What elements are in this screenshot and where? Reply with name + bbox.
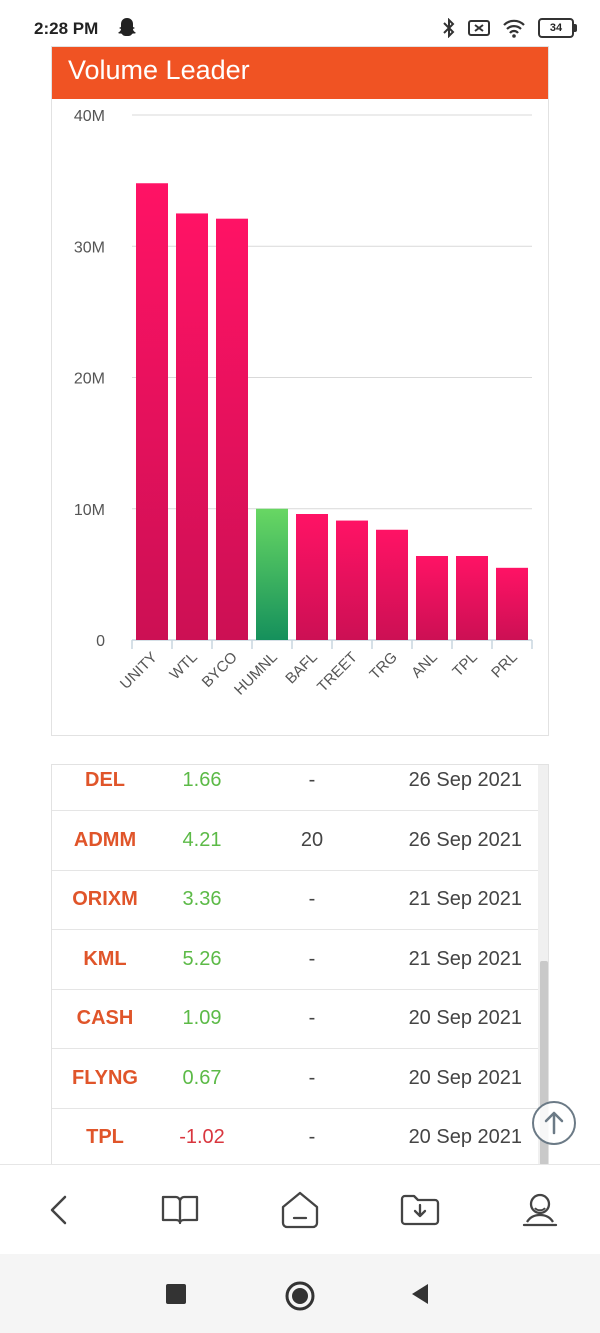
y-tick-label: 10M [74, 502, 105, 519]
dividend-cell: - [308, 769, 316, 791]
change-cell: 1.66 [182, 769, 222, 791]
bar-unity[interactable] [136, 183, 168, 640]
table-row[interactable]: CASH 1.09 - 20 Sep 2021 [52, 989, 538, 1049]
system-back-button[interactable] [406, 1280, 434, 1308]
dividend-cell: - [308, 888, 316, 910]
nav-book-button[interactable] [157, 1187, 203, 1233]
symbol-cell: DEL [85, 769, 125, 791]
table-row[interactable]: DEL 1.66 - 26 Sep 2021 [52, 765, 538, 811]
profile-icon [522, 1193, 558, 1227]
y-tick-label: 30M [74, 239, 105, 256]
y-tick-label: 40M [74, 108, 105, 125]
status-time: 2:28 PM [34, 19, 99, 38]
x-tick-label: TPL [449, 649, 480, 680]
y-tick-label: 20M [74, 371, 105, 388]
date-cell: 26 Sep 2021 [408, 828, 522, 851]
x-tick-label: UNITY [117, 649, 161, 693]
recents-button[interactable] [162, 1280, 190, 1308]
dividend-cell: - [308, 947, 316, 970]
symbol-cell: FLYNG [72, 1066, 138, 1089]
table-row[interactable]: ADMM 4.21 20 26 Sep 2021 [52, 811, 538, 871]
recents-square-icon [166, 1284, 186, 1304]
change-cell: 3.36 [182, 888, 222, 910]
change-cell: 5.26 [182, 947, 222, 970]
change-cell: 4.21 [182, 828, 222, 851]
dividend-cell: - [308, 1066, 316, 1089]
nav-profile-button[interactable] [517, 1187, 563, 1233]
date-cell: 20 Sep 2021 [408, 1126, 522, 1148]
download-folder-icon [400, 1194, 440, 1226]
dividend-cell: 20 [300, 828, 324, 851]
change-cell: 0.67 [182, 1066, 222, 1089]
date-cell: 20 Sep 2021 [408, 1007, 522, 1029]
bar-wtl[interactable] [176, 213, 208, 640]
battery-level: 34 [549, 22, 563, 34]
symbol-cell: TPL [86, 1126, 124, 1148]
dividend-table: DEL 1.66 - 26 Sep 2021 ADMM 4.21 20 26 Sep 2021… [51, 764, 549, 1164]
symbol-cell: CASH [76, 1007, 134, 1029]
status-icons: 34 [442, 18, 577, 38]
x-tick-label: ANL [408, 649, 441, 682]
date-cell: 21 Sep 2021 [408, 888, 522, 910]
bar-treet[interactable] [336, 520, 368, 640]
book-icon [161, 1195, 199, 1225]
bar-tpl[interactable] [456, 556, 488, 640]
system-home-button[interactable] [284, 1280, 315, 1311]
symbol-cell: ORIXM [72, 888, 138, 910]
y-tick-label: 0 [96, 633, 105, 650]
bar-byco[interactable] [216, 218, 248, 640]
dividend-cell: - [308, 1126, 316, 1148]
table-row[interactable]: ORIXM 3.36 - 21 Sep 2021 [52, 870, 538, 930]
chart-title: Volume Leader [52, 47, 548, 99]
table-row[interactable]: FLYNG 0.67 - 20 Sep 2021 [52, 1049, 538, 1109]
system-navigation-bar [0, 1254, 600, 1333]
date-cell: 26 Sep 2021 [408, 769, 522, 791]
bar-bafl[interactable] [296, 514, 328, 640]
table-scrollbar-thumb[interactable] [540, 961, 548, 1164]
snapchat-ghost-icon [118, 18, 136, 36]
bar-anl[interactable] [416, 556, 448, 640]
volume-leader-card: Volume Leader 0 10M 20M 30M 40M UNITY WTL BYCO… [51, 46, 549, 736]
bottom-navigation [0, 1164, 600, 1254]
home-circle-icon [285, 1281, 315, 1311]
x-tick-label: TRG [366, 649, 400, 683]
x-tick-label: WTL [166, 649, 200, 683]
bar-trg[interactable] [376, 529, 408, 640]
back-triangle-icon [412, 1284, 428, 1304]
change-cell: -1.02 [179, 1126, 225, 1148]
wifi-icon [503, 19, 525, 38]
back-icon [50, 1195, 67, 1225]
x-tick-label: PRL [488, 649, 521, 682]
battery-icon: 34 [538, 18, 577, 38]
x-tick-label: TREET [314, 649, 361, 696]
nav-back-button[interactable] [36, 1187, 82, 1233]
x-tick-label: HUMNL [231, 649, 281, 699]
date-cell: 21 Sep 2021 [408, 947, 522, 970]
arrow-up-icon [544, 1111, 564, 1135]
table-row[interactable]: TPL -1.02 - 20 Sep 2021 [52, 1108, 538, 1164]
change-cell: 1.09 [182, 1007, 222, 1029]
no-sim-icon [468, 20, 490, 36]
bar-prl[interactable] [496, 567, 528, 640]
dividend-cell: - [308, 1007, 316, 1029]
date-cell: 20 Sep 2021 [408, 1066, 522, 1089]
bluetooth-icon [443, 18, 455, 38]
nav-downloads-button[interactable] [397, 1187, 443, 1233]
scroll-top-button[interactable] [532, 1101, 576, 1145]
bar-humnl[interactable] [256, 508, 288, 640]
symbol-cell: ADMM [73, 828, 137, 851]
symbol-cell: KML [83, 947, 127, 970]
table-row[interactable]: KML 5.26 - 21 Sep 2021 [52, 930, 538, 990]
nav-home-button[interactable] [277, 1187, 323, 1233]
home-icon [281, 1191, 319, 1229]
